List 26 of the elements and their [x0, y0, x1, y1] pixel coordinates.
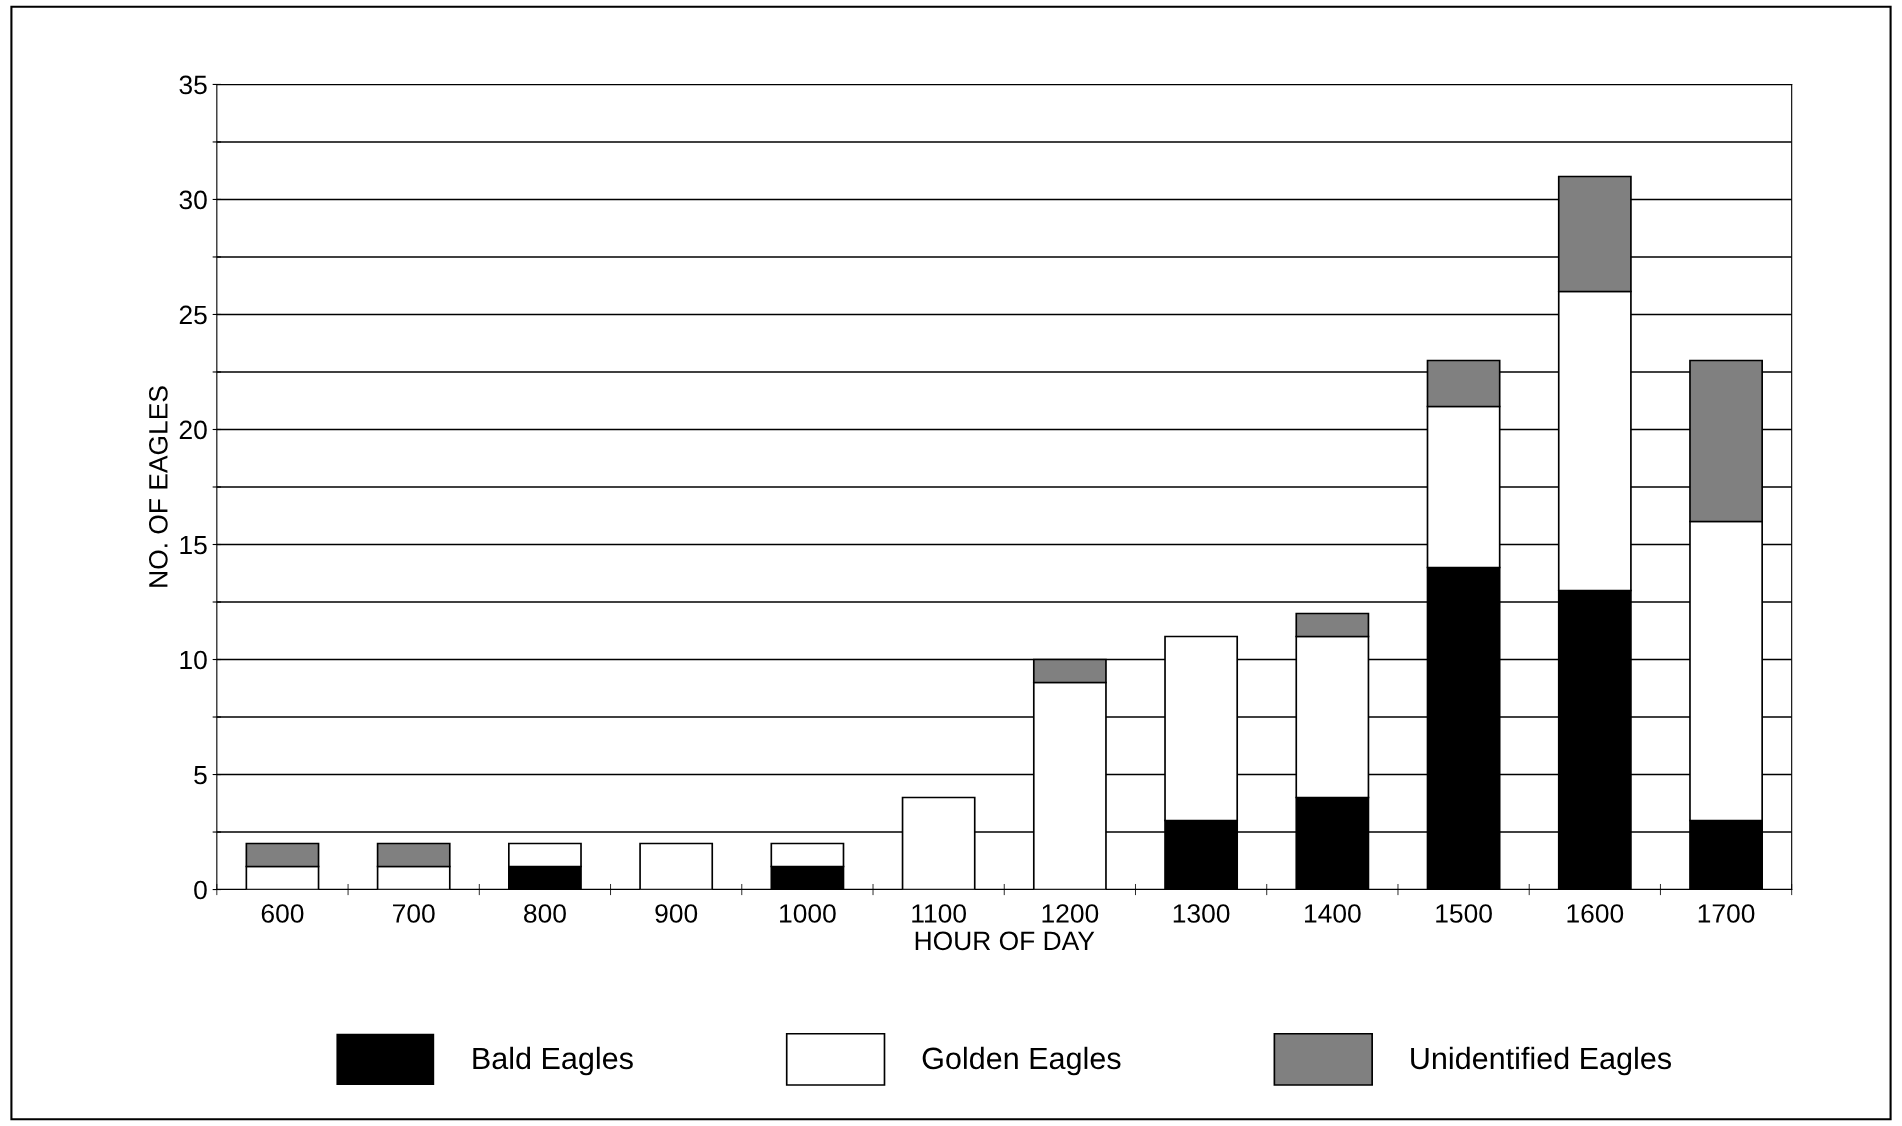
x-tick-label: 1600: [1567, 904, 1624, 923]
x-tick-label: 1200: [1042, 904, 1099, 923]
bar: [639, 842, 714, 890]
y-tick-label: 10: [180, 650, 207, 670]
y-tick-label: 30: [179, 190, 207, 210]
x-tick-label: 1000: [780, 904, 836, 923]
x-tick-label: 1500: [1436, 904, 1492, 923]
x-tick-label: 700: [393, 904, 435, 923]
x-tick-label: 1100: [912, 904, 966, 923]
x-tick-label: 600: [261, 904, 304, 923]
y-axis-title: NO. OF EAGLES: [148, 386, 168, 587]
x-tick-label: 900: [655, 904, 698, 923]
y-tick-label: 15: [180, 535, 207, 555]
y-tick-label: 5: [194, 765, 207, 785]
legend-label: Golden Eagles: [922, 1046, 1121, 1076]
y-tick-label: 20: [179, 420, 207, 440]
legend-label: Bald Eagles: [473, 1046, 633, 1076]
y-tick-label: 25: [179, 305, 207, 325]
x-tick-label: 1700: [1698, 904, 1755, 923]
y-tick-label: 0: [194, 880, 207, 900]
x-axis-title: HOUR OF DAY: [915, 931, 1095, 951]
x-tick-label: 1300: [1173, 904, 1230, 923]
y-tick-label: 35: [179, 75, 207, 95]
x-tick-label: 1400: [1305, 904, 1361, 923]
x-tick-label: 800: [524, 904, 566, 923]
legend-label: Unidentified Eagles: [1411, 1046, 1671, 1076]
